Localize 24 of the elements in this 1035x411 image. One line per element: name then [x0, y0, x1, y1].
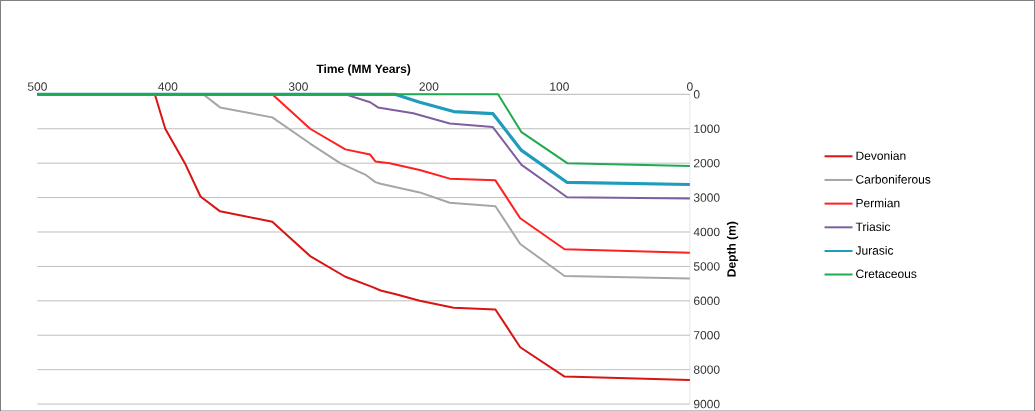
y-tick-label: 4000 — [693, 227, 720, 236]
y-tick-label: 1000 — [694, 124, 720, 133]
y-tick-label: 5000 — [693, 261, 720, 271]
legend-label: Devonian — [856, 150, 906, 160]
legend-label: Triasic — [855, 221, 891, 231]
y-tick-label: 9000 — [693, 399, 720, 409]
y-tick-label: 0 — [693, 89, 700, 99]
legend-label: Jurasic — [855, 245, 894, 255]
legend-label: Permian — [856, 198, 900, 208]
y-axis-title: Depth (m) — [726, 221, 739, 277]
legend-label: Cretaceous — [856, 269, 917, 278]
x-tick-label: 500 — [27, 82, 47, 91]
y-tick-label: 7000 — [694, 330, 720, 340]
x-tick-label: 400 — [158, 82, 178, 91]
x-tick-label: 200 — [419, 82, 439, 91]
x-tick-label: 100 — [550, 82, 569, 91]
x-axis-title: Time (MM Years) — [316, 64, 411, 76]
y-tick-label: 8000 — [693, 365, 720, 374]
x-tick-label: 300 — [288, 82, 308, 91]
x-tick-label: 0 — [687, 82, 693, 91]
y-tick-label: 3000 — [693, 193, 720, 202]
y-tick-label: 6000 — [694, 296, 720, 305]
y-tick-label: 2000 — [693, 158, 720, 168]
legend-label: Carboniferous — [856, 174, 931, 184]
